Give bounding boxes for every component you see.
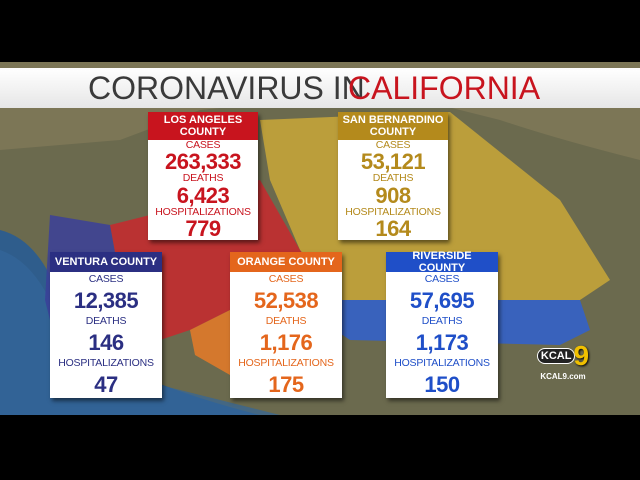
top-bar: [0, 0, 640, 62]
stat-label: DEATHS: [421, 315, 463, 328]
stat-value: 263,333: [164, 149, 242, 175]
county-card: RIVERSIDE COUNTY CASES 57,695 DEATHS 1,173 HO…: [386, 250, 498, 398]
county-stats: CASES 52,538 DEATHS 1,176 HOSPITALIZATIONS 17…: [230, 272, 342, 398]
stat-value: 52,538: [253, 287, 319, 313]
county-card: VENTURA COUNTY CASES 12,385 DEATHS 146 HOSPIT…: [50, 252, 162, 398]
bottom-bar: [0, 415, 640, 480]
stat-value: 175: [268, 371, 304, 397]
stat-label: HOSPITALIZATIONS: [394, 357, 490, 370]
stat-label: DEATHS: [85, 315, 127, 328]
title-highlight: CALIFORNIA: [348, 70, 541, 106]
stat-value: 47: [94, 371, 118, 397]
stat-label: CASES: [268, 273, 304, 286]
stat-label: CASES: [185, 139, 221, 152]
stat-value: 1,176: [259, 329, 313, 355]
stat-label: HOSPITALIZATIONS: [238, 357, 334, 370]
stat-value: 1,173: [415, 329, 469, 355]
county-stats: CASES 53,121 DEATHS 908 HOSPITALIZATIONS 164: [338, 140, 448, 240]
stat-label: CASES: [88, 273, 124, 286]
county-card: SAN BERNARDINO COUNTY CASES 53,121 DEATHS 90…: [338, 112, 448, 240]
county-card: LOS ANGELES COUNTY CASES 263,333 DEATHS 6,42…: [148, 112, 258, 240]
stat-value: 779: [185, 215, 221, 241]
stat-label: DEATHS: [265, 315, 307, 328]
county-stats: CASES 57,695 DEATHS 1,173 HOSPITALIZATIONS 15…: [386, 272, 498, 398]
stat-label: CASES: [375, 139, 411, 152]
county-name: ORANGE COUNTY: [230, 252, 342, 272]
stat-value: 150: [424, 371, 460, 397]
county-stats: CASES 263,333 DEATHS 6,423 HOSPITALIZATIONS 7…: [148, 140, 258, 240]
logo-channel: 9: [573, 340, 590, 371]
stat-label: CASES: [424, 273, 460, 286]
station-logo: KCAL 9 KCAL9.com: [532, 340, 594, 386]
stat-label: DEATHS: [182, 172, 224, 185]
county-stats: CASES 12,385 DEATHS 146 HOSPITALIZATIONS 47: [50, 272, 162, 398]
stat-value: 164: [375, 215, 411, 241]
title-banner: CORONAVIRUS IN CALIFORNIA: [0, 68, 640, 108]
stat-value: 53,121: [360, 149, 426, 175]
stat-label: HOSPITALIZATIONS: [58, 357, 154, 370]
stat-label: DEATHS: [372, 172, 414, 185]
county-name: VENTURA COUNTY: [50, 252, 162, 272]
county-name: SAN BERNARDINO COUNTY: [338, 112, 448, 140]
stat-label: HOSPITALIZATIONS: [155, 205, 251, 218]
stat-value: 6,423: [176, 182, 230, 208]
stat-value: 57,695: [409, 287, 475, 313]
stat-value: 12,385: [73, 287, 139, 313]
logo-url: KCAL9.com: [540, 372, 586, 381]
stat-label: HOSPITALIZATIONS: [345, 205, 441, 218]
title-lead: CORONAVIRUS IN: [88, 70, 365, 106]
county-name: RIVERSIDE COUNTY: [386, 250, 498, 274]
logo-brand: KCAL: [536, 348, 576, 364]
county-card: ORANGE COUNTY CASES 52,538 DEATHS 1,176 HOSPI…: [230, 252, 342, 398]
stat-value: 908: [375, 182, 411, 208]
stat-value: 146: [88, 329, 124, 355]
county-name: LOS ANGELES COUNTY: [148, 112, 258, 140]
